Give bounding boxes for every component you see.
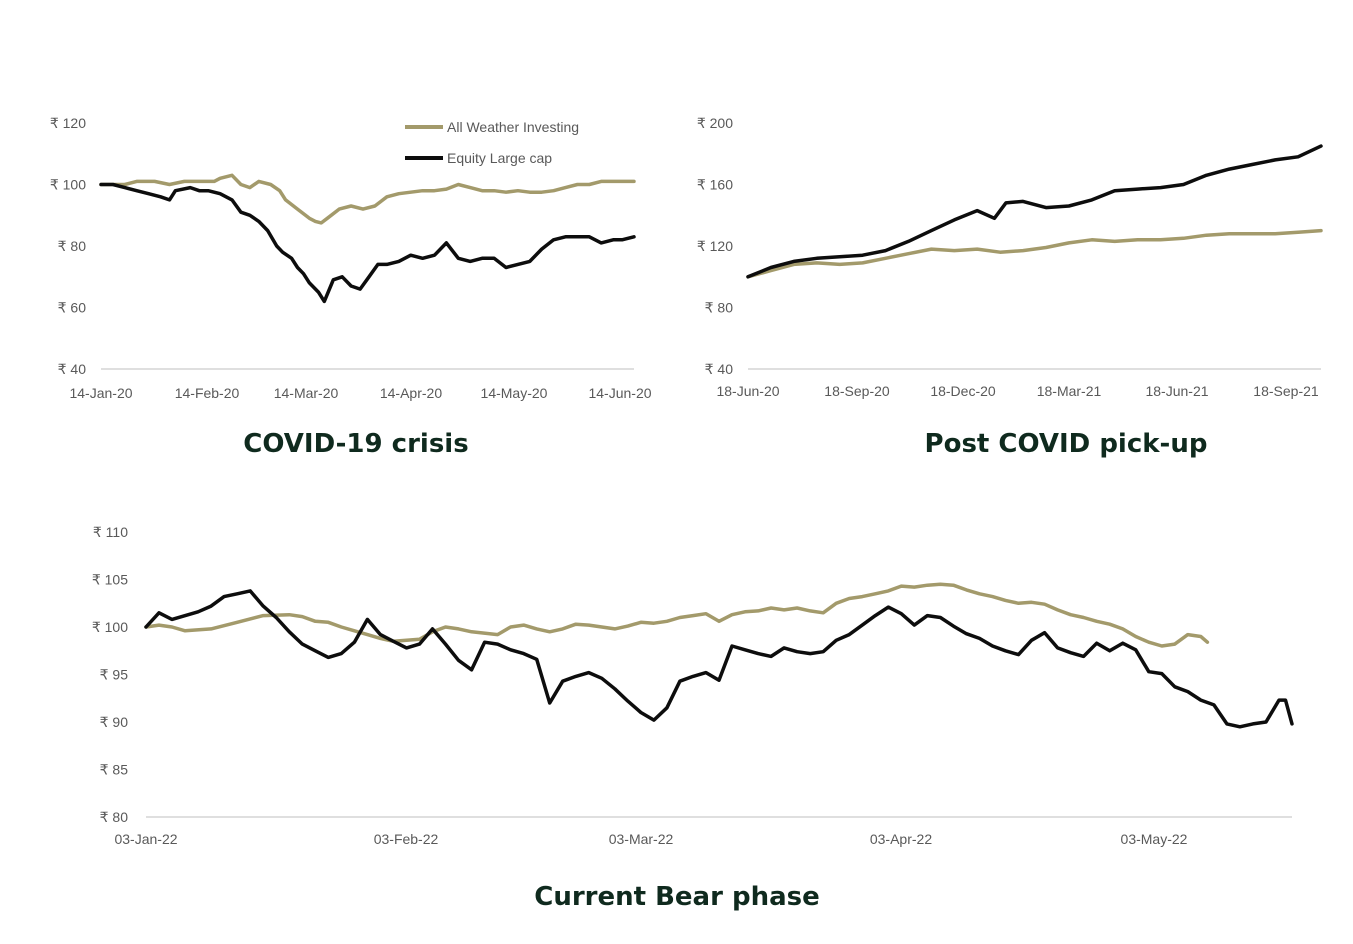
y-tick-label: ₹ 100 (50, 177, 86, 193)
y-tick-label: ₹ 110 (93, 524, 128, 540)
x-tick-label: 03-Feb-22 (374, 831, 439, 847)
y-tick-label: ₹ 95 (100, 667, 129, 683)
x-tick-label: 03-Jan-22 (114, 831, 177, 847)
chart-caption: COVID-19 crisis (243, 429, 468, 459)
y-tick-label: ₹ 105 (92, 572, 128, 588)
y-tick-label: ₹ 40 (705, 361, 734, 377)
y-tick-label: ₹ 200 (697, 115, 733, 131)
y-tick-label: ₹ 120 (50, 115, 86, 131)
x-tick-label: 18-Dec-20 (930, 383, 996, 399)
y-tick-label: ₹ 60 (58, 300, 87, 316)
x-tick-label: 14-Jun-20 (588, 385, 651, 401)
series-line-equity-large-cap (746, 144, 1323, 279)
y-tick-label: ₹ 80 (705, 300, 734, 316)
series-line-all-weather (99, 173, 636, 225)
y-tick-label: ₹ 100 (92, 619, 128, 635)
y-tick-label: ₹ 90 (100, 714, 129, 730)
chart-caption: Current Bear phase (534, 882, 820, 912)
x-tick-label: 18-Jun-20 (716, 383, 779, 399)
series-line-equity-large-cap (99, 182, 636, 304)
x-tick-label: 18-Mar-21 (1037, 383, 1102, 399)
y-tick-label: ₹ 40 (58, 361, 87, 377)
legend-label-equity-large-cap: Equity Large cap (447, 150, 552, 166)
chart-1: ₹ 40 ₹ 60 ₹ 80 ₹ 100 ₹ 120 14-Jan-20 14-Feb-20… (50, 115, 652, 459)
x-tick-label: 18-Sep-21 (1253, 383, 1319, 399)
x-tick-label: 18-Sep-20 (824, 383, 890, 399)
x-tick-label: 14-Feb-20 (175, 385, 240, 401)
chart-caption: Post COVID pick-up (925, 429, 1208, 459)
y-tick-label: ₹ 160 (697, 177, 733, 193)
series-line-all-weather (144, 582, 1210, 648)
legend-label-all-weather: All Weather Investing (447, 119, 579, 135)
chart-2: ₹ 40 ₹ 80 ₹ 120 ₹ 160 ₹ 200 18-Jun-20 18-Sep-2… (697, 115, 1323, 459)
x-tick-label: 03-Mar-22 (609, 831, 674, 847)
y-tick-label: ₹ 80 (58, 238, 87, 254)
y-tick-label: ₹ 120 (697, 238, 733, 254)
series-line-equity-large-cap (144, 589, 1294, 729)
x-tick-label: 14-Apr-20 (380, 385, 442, 401)
y-tick-label: ₹ 80 (100, 809, 129, 825)
y-tick-label: ₹ 85 (100, 762, 129, 778)
x-tick-label: 18-Jun-21 (1145, 383, 1208, 399)
x-tick-label: 14-May-20 (481, 385, 548, 401)
x-tick-label: 03-Apr-22 (870, 831, 932, 847)
x-tick-label: 14-Jan-20 (69, 385, 132, 401)
x-tick-label: 03-May-22 (1121, 831, 1188, 847)
series-line-all-weather (746, 228, 1323, 279)
chart-3: ₹ 80 ₹ 85 ₹ 90 ₹ 95 ₹ 100 ₹ 105 ₹ 110 03-Jan-22… (92, 524, 1294, 912)
x-tick-label: 14-Mar-20 (274, 385, 339, 401)
